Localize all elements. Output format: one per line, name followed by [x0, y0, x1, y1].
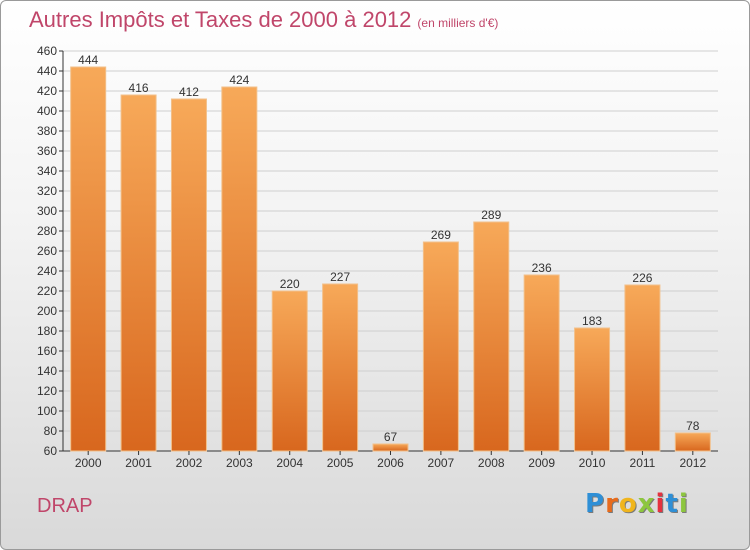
y-tick-label: 420: [37, 84, 57, 98]
proxiti-logo: Proxiti: [585, 489, 689, 519]
y-tick-label: 100: [37, 404, 57, 418]
x-tick-label: 2009: [528, 456, 555, 470]
y-tick-label: 140: [37, 364, 57, 378]
x-tick-label: 2004: [276, 456, 303, 470]
bar: [422, 241, 459, 452]
bar: [523, 274, 560, 452]
y-tick-label: 160: [37, 344, 57, 358]
bar: [322, 283, 359, 452]
y-tick-label: 300: [37, 204, 57, 218]
logo-letter: t: [665, 489, 679, 519]
logo-letter: P: [585, 489, 606, 519]
y-tick-label: 200: [37, 304, 57, 318]
data-label: 444: [78, 53, 98, 67]
y-tick-label: 280: [37, 224, 57, 238]
x-tick-label: 2003: [226, 456, 253, 470]
y-tick-label: 380: [37, 124, 57, 138]
data-label: 183: [582, 314, 602, 328]
data-label: 424: [229, 73, 249, 87]
x-tick-label: 2001: [125, 456, 152, 470]
bar: [574, 327, 611, 452]
y-tick-label: 220: [37, 284, 57, 298]
data-label: 269: [431, 228, 451, 242]
x-tick-label: 2011: [630, 456, 656, 470]
data-label: 227: [330, 270, 350, 284]
data-label: 226: [632, 271, 652, 285]
y-tick-label: 440: [37, 64, 57, 78]
logo-letter: i: [655, 489, 666, 519]
x-tick-label: 2012: [679, 456, 706, 470]
data-label: 78: [686, 419, 700, 433]
x-tick-label: 2010: [579, 456, 606, 470]
x-tick-label: 2007: [428, 456, 455, 470]
y-tick-label: 320: [37, 184, 57, 198]
y-tick-label: 80: [44, 424, 58, 438]
y-tick-label: 180: [37, 324, 57, 338]
data-label: 416: [129, 81, 149, 95]
bar: [473, 221, 510, 452]
data-label: 220: [280, 277, 300, 291]
bar: [221, 86, 258, 452]
data-label: 412: [179, 85, 199, 99]
x-tick-label: 2000: [75, 456, 102, 470]
bar: [120, 94, 157, 452]
y-tick-label: 260: [37, 244, 57, 258]
bar: [674, 432, 711, 452]
bar: [271, 290, 308, 452]
x-tick-label: 2006: [377, 456, 404, 470]
data-label: 236: [532, 261, 552, 275]
chart-subtitle: (en milliers d'€): [417, 16, 499, 30]
bar: [70, 66, 107, 452]
y-tick-label: 240: [37, 264, 57, 278]
y-tick-label: 360: [37, 144, 57, 158]
logo-letter: o: [618, 489, 638, 519]
y-tick-label: 120: [37, 384, 57, 398]
bar: [624, 284, 661, 452]
commune-label: DRAP: [37, 495, 93, 517]
logo-letter: i: [678, 489, 689, 519]
bar: [170, 98, 207, 452]
y-tick-label: 400: [37, 104, 57, 118]
x-tick-label: 2002: [176, 456, 203, 470]
x-tick-label: 2008: [478, 456, 505, 470]
bar: [372, 443, 409, 452]
data-label: 67: [384, 430, 398, 444]
x-tick-label: 2005: [327, 456, 354, 470]
chart-title-group: Autres Impôts et Taxes de 2000 à 2012 (en…: [29, 7, 498, 33]
y-tick-label: 460: [37, 44, 57, 58]
logo-letter: x: [637, 489, 656, 519]
y-tick-label: 340: [37, 164, 57, 178]
logo-letter: r: [605, 489, 619, 519]
data-label: 289: [481, 208, 501, 222]
y-tick-label: 60: [44, 444, 58, 458]
chart-title: Autres Impôts et Taxes de 2000 à 2012: [29, 7, 412, 32]
